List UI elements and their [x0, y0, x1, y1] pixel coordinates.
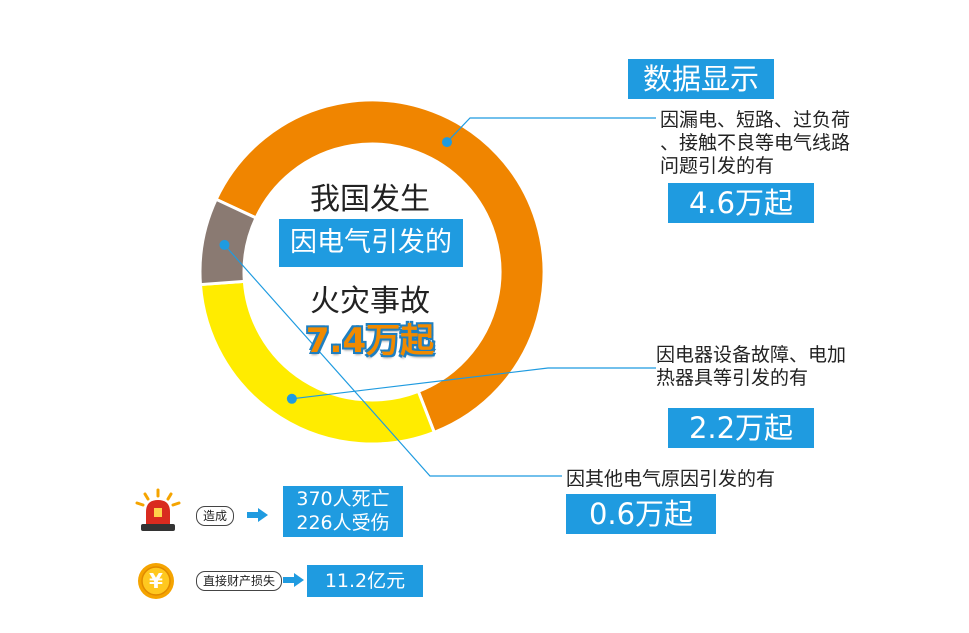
callout-1-text: 因漏电、短路、过负荷 、接触不良等电气线路 问题引发的有	[660, 109, 870, 178]
leader-line-1	[446, 117, 656, 143]
yuan-coin-icon: ¥	[138, 563, 174, 599]
callout-1-value: 4.6万起	[668, 183, 814, 223]
arrow-right-icon	[283, 573, 304, 587]
callout-2-line-2: 热器具等引发的有	[656, 367, 809, 389]
center-line-3: 火灾事故	[310, 284, 430, 319]
section-title: 数据显示	[628, 59, 774, 99]
leader-dot-2	[286, 393, 297, 404]
callout-1-line-3: 问题引发的有	[660, 155, 775, 177]
callout-3-text: 因其他电气原因引发的有	[566, 468, 816, 491]
injury-count: 226人受伤	[296, 512, 390, 534]
casualty-label: 造成	[196, 506, 235, 526]
callout-2-text: 因电器设备故障、电加 热器具等引发的有	[656, 344, 866, 390]
leader-dot-3	[219, 239, 230, 250]
callout-2-value: 2.2万起	[668, 408, 814, 448]
death-count: 370人死亡	[296, 488, 390, 510]
loss-value: 11.2亿元	[307, 565, 423, 597]
center-line-2-highlight: 因电气引发的	[279, 219, 463, 267]
callout-1-line-1: 因漏电、短路、过负荷	[660, 109, 851, 131]
leader-dot-1	[442, 137, 452, 148]
arrow-right-icon	[247, 508, 268, 522]
casualty-values: 370人死亡 226人受伤	[283, 486, 403, 537]
callout-1-line-2: 、接触不良等电气线路	[660, 132, 851, 154]
callout-3-value: 0.6万起	[566, 494, 716, 534]
slice-wiring	[214, 98, 546, 435]
alarm-siren-icon	[135, 488, 181, 531]
leader-line-3	[224, 244, 562, 477]
center-line-1: 我国发生	[310, 182, 430, 217]
center-total-value: 7.4万起	[305, 321, 435, 361]
leader-line-2	[291, 367, 656, 400]
loss-label: 直接财产损失	[196, 571, 283, 591]
callout-2-line-1: 因电器设备故障、电加	[656, 344, 847, 366]
svg-text:¥: ¥	[149, 569, 163, 593]
callout-3-line-1: 因其他电气原因引发的有	[566, 468, 776, 490]
